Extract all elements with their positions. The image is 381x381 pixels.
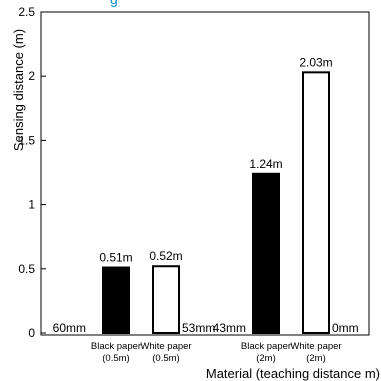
bar-value-label: 2.03m (299, 55, 332, 69)
category-label: Black paper (91, 341, 141, 352)
bar (152, 265, 180, 334)
category-label: White paper (140, 341, 191, 352)
x-axis-label: Material (teaching distance m) (206, 366, 380, 381)
bar (252, 172, 280, 334)
bar (302, 71, 330, 335)
minimum-distance-label: 53mm (182, 321, 215, 335)
minimum-distance-label: 0mm (332, 321, 359, 335)
y-tick-label: 2 (28, 69, 35, 83)
bar-value-label: 0.52m (149, 249, 182, 263)
bar-value-label: 1.24m (249, 157, 282, 171)
y-tick-label: 0.5 (18, 262, 35, 276)
category-label: Black paper (241, 341, 291, 352)
y-tick-label: 1.5 (18, 133, 35, 147)
minimum-distance-label: 43mm (213, 321, 246, 335)
minimum-distance-label: 60mm (53, 321, 86, 335)
category-label: (2m) (256, 353, 276, 364)
category-label: (2m) (306, 353, 326, 364)
bar-value-label: 0.51m (99, 251, 132, 265)
y-axis-label: Sensing distance (m) (11, 29, 26, 151)
category-label: (0.5m) (152, 353, 179, 364)
y-tick-label: 2.5 (18, 5, 35, 19)
plot-frame (40, 11, 370, 336)
y-tick-label: 1 (28, 198, 35, 212)
category-label: White paper (290, 341, 341, 352)
clipped-heading-fragment: g (110, 0, 180, 9)
category-label: (0.5m) (102, 353, 129, 364)
y-tick-label: 0 (28, 326, 35, 340)
bar (102, 266, 130, 334)
